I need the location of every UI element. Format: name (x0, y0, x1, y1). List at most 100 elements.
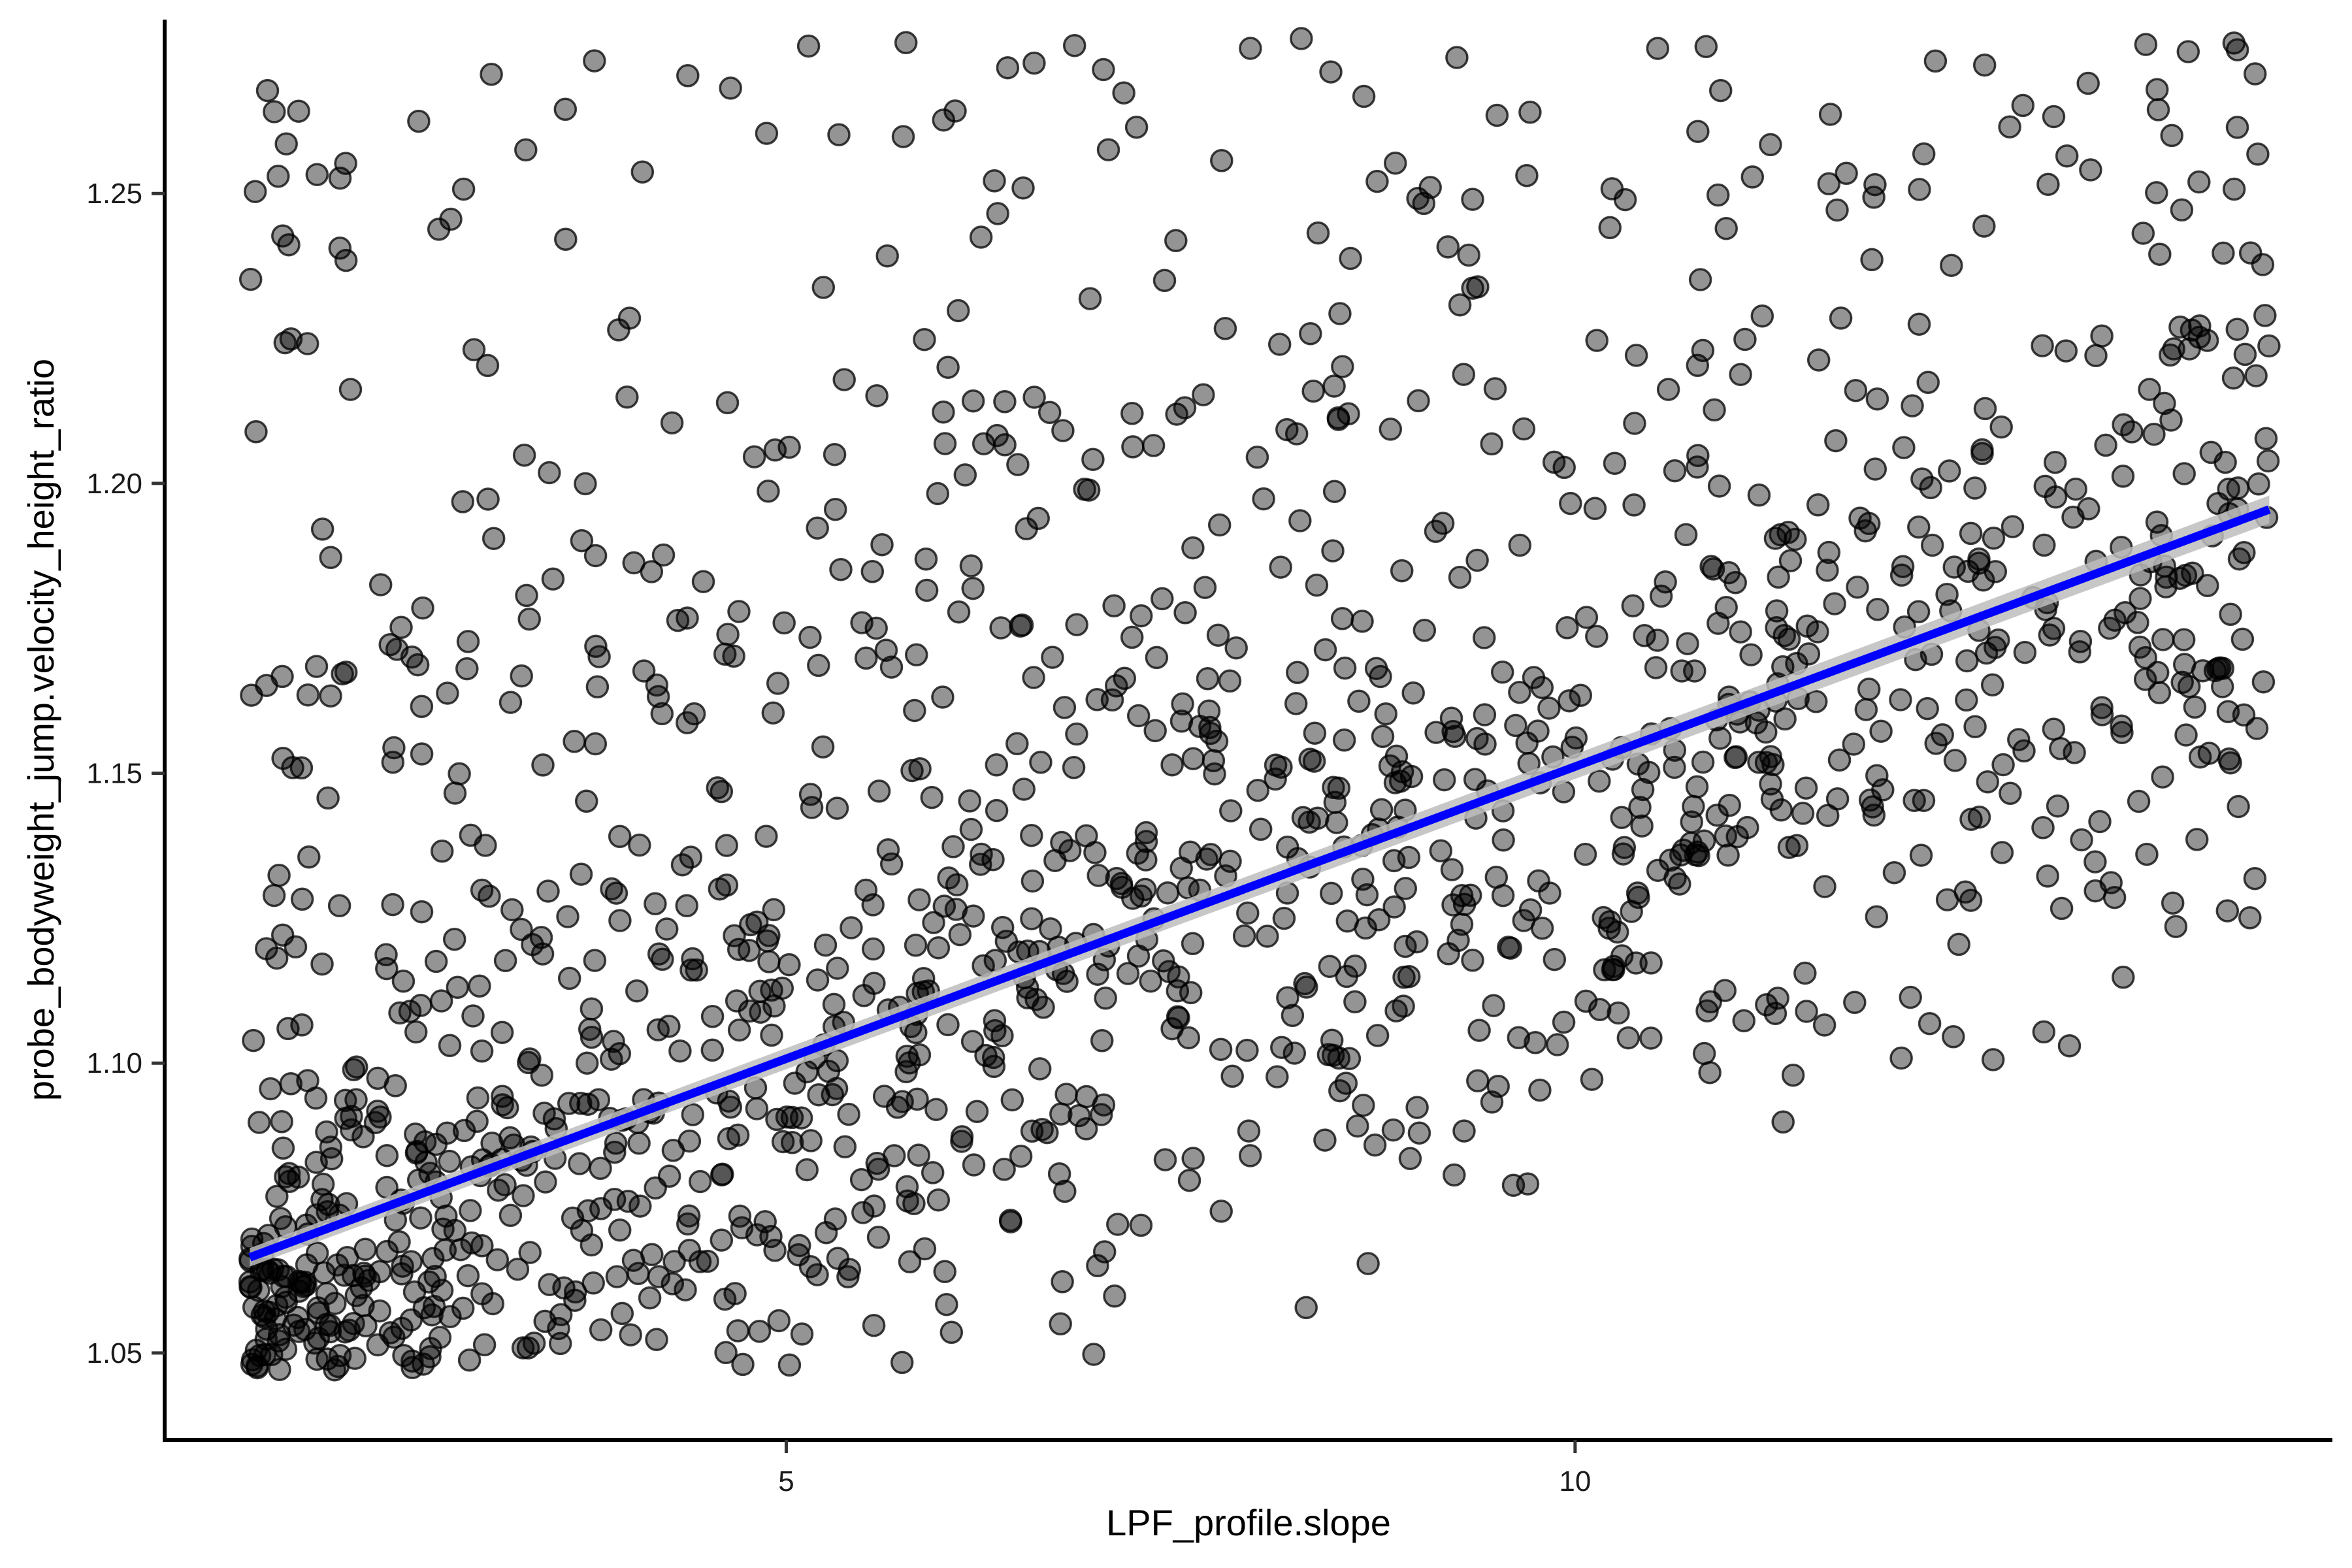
data-point (1869, 719, 1893, 743)
data-point (1963, 476, 1987, 500)
data-point (1465, 548, 1489, 572)
data-point (1339, 246, 1362, 270)
data-point (410, 742, 434, 766)
data-point (813, 933, 838, 957)
data-point (1918, 1011, 1942, 1036)
data-point (1733, 327, 1757, 351)
data-point (1381, 1118, 1405, 1142)
data-point (382, 736, 406, 760)
data-point (1707, 474, 1731, 498)
data-point (1394, 934, 1417, 958)
data-point (1443, 725, 1467, 748)
data-point (344, 1088, 368, 1112)
data-point (1413, 619, 1437, 642)
data-point (1747, 483, 1771, 507)
data-point (1382, 895, 1406, 919)
data-point (1440, 858, 1464, 881)
data-point (985, 753, 1009, 777)
data-point (2090, 324, 2114, 348)
data-point (1086, 864, 1110, 887)
data-point (1515, 163, 1539, 188)
data-point (1718, 793, 1741, 817)
data-point (1940, 253, 1963, 277)
data-point (1331, 355, 1354, 378)
data-point (757, 480, 780, 503)
data-point (822, 992, 846, 1017)
data-point (1559, 491, 1582, 515)
data-point (865, 384, 889, 408)
data-point (1935, 888, 1959, 911)
data-point (787, 1243, 810, 1267)
data-point (1041, 645, 1064, 669)
data-point (1179, 981, 1203, 1005)
data-point (864, 616, 888, 640)
data-point (715, 391, 740, 415)
data-point (569, 862, 593, 886)
data-point (259, 1077, 282, 1101)
data-point (1405, 1096, 1429, 1119)
data-point (1022, 666, 1045, 689)
data-point (1335, 909, 1360, 933)
data-point (961, 576, 985, 600)
data-point (710, 1228, 734, 1252)
data-point (2243, 62, 2267, 86)
data-point (2127, 789, 2151, 813)
data-point (2244, 364, 2268, 387)
data-point (1284, 422, 1309, 446)
data-point (1245, 446, 1269, 469)
data-point (1777, 836, 1801, 859)
data-point (316, 786, 340, 810)
data-point (438, 1149, 461, 1173)
data-point (1290, 27, 1313, 50)
data-point (763, 438, 787, 462)
data-point (1889, 688, 1912, 711)
data-point (1328, 1079, 1352, 1103)
data-point (777, 953, 801, 977)
data-point (817, 1060, 841, 1083)
data-point (1238, 1144, 1262, 1168)
data-point (1829, 306, 1853, 330)
data-point (1452, 363, 1476, 386)
data-point (968, 853, 992, 876)
data-point (384, 1074, 407, 1098)
data-point (1051, 419, 1075, 442)
data-point (1022, 385, 1046, 409)
data-point (1424, 721, 1448, 744)
data-point (1844, 378, 1868, 402)
data-point (443, 781, 467, 805)
data-point (1694, 35, 1718, 59)
data-point (728, 1204, 752, 1228)
data-point (1621, 594, 1645, 618)
data-point (2212, 241, 2235, 265)
data-point (1020, 1119, 1044, 1143)
data-point (1134, 830, 1158, 853)
data-point (1573, 842, 1597, 866)
data-point (981, 847, 1005, 872)
data-point (1982, 526, 2006, 550)
data-point (2084, 344, 2108, 368)
data-point (1482, 994, 1505, 1017)
data-point (1633, 624, 1656, 647)
data-point (1507, 1026, 1531, 1050)
data-point (903, 698, 926, 723)
data-point (1501, 1173, 1526, 1197)
data-point (608, 1218, 632, 1242)
data-point (476, 353, 500, 378)
data-point (657, 1164, 681, 1188)
data-point (538, 461, 561, 485)
data-point (1804, 690, 1828, 713)
data-point (790, 1322, 814, 1346)
data-point (315, 1120, 338, 1144)
data-point (1631, 777, 1655, 802)
data-point (1980, 673, 2004, 697)
data-point (771, 1130, 795, 1154)
data-point (517, 607, 541, 631)
data-point (297, 845, 321, 869)
data-point (1443, 1163, 1466, 1187)
data-point (775, 1105, 799, 1129)
data-point (827, 123, 851, 146)
data-point (1363, 1133, 1387, 1157)
data-point (1863, 457, 1887, 481)
data-point (716, 623, 740, 646)
data-point (959, 554, 983, 578)
